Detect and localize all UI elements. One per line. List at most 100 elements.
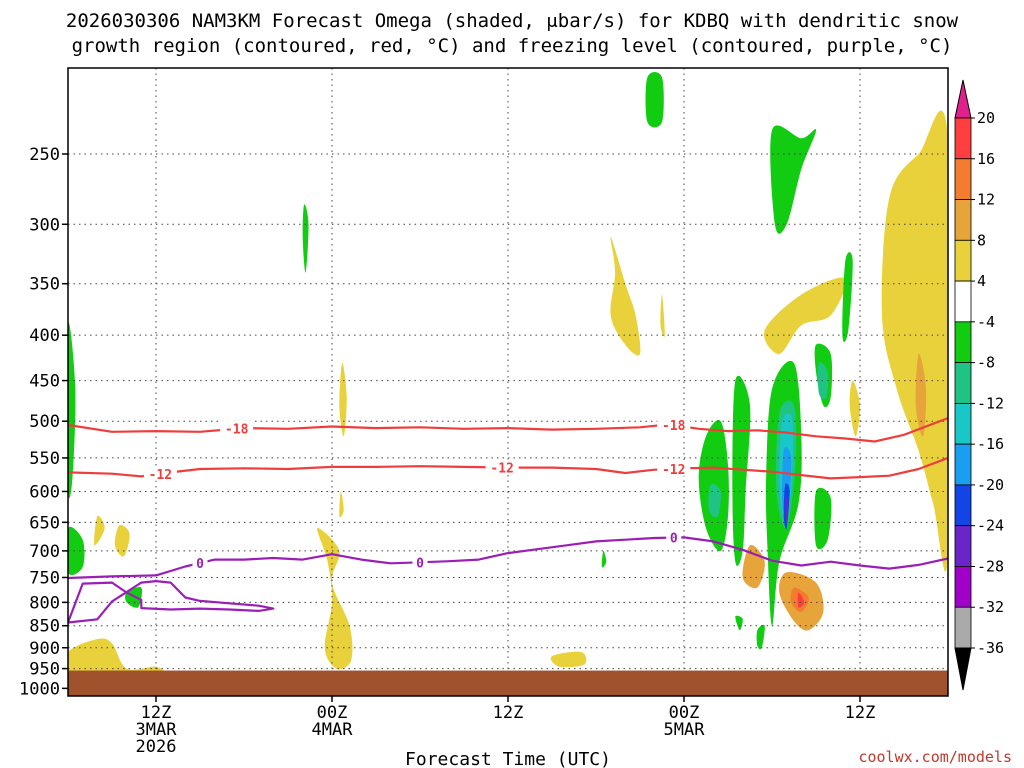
omega-region-7 <box>550 651 587 668</box>
y-tick-label-600: 600 <box>29 482 60 502</box>
x-tick-label-30-0: 12Z <box>493 703 524 723</box>
colorbar-segment-11 <box>954 566 972 608</box>
omega-region-23 <box>645 71 664 128</box>
contour-0-loop <box>68 580 275 624</box>
omega-shading-layer <box>68 71 948 677</box>
colorbar-segment-6 <box>954 362 972 404</box>
colorbar-label--8: -8 <box>977 354 995 372</box>
omega-region-5 <box>339 363 347 437</box>
omega-region-39 <box>785 496 789 523</box>
y-axis-pressure: 2503003504004505005506006507007508008509… <box>19 145 68 699</box>
credit-text: coolwx.com/models <box>858 748 1012 766</box>
omega-region-24 <box>770 125 816 234</box>
y-tick-label-900: 900 <box>29 639 60 659</box>
contour-0 <box>68 536 948 580</box>
colorbar-label--4: -4 <box>977 313 995 331</box>
colorbar-label-12: 12 <box>977 191 995 209</box>
x-tick-label-6-0: 12Z <box>141 703 172 723</box>
omega-region-35 <box>817 362 829 400</box>
contour-label-bg-0-0 <box>192 555 208 571</box>
y-tick-label-550: 550 <box>29 449 60 469</box>
omega-region-18 <box>68 322 76 499</box>
colorbar-segment-0 <box>954 117 972 160</box>
contour-label--18-0: -18 <box>225 423 249 438</box>
omega-region-0 <box>68 638 164 677</box>
omega-region-6 <box>339 491 344 518</box>
omega-region-22 <box>601 550 607 568</box>
omega-region-33 <box>708 483 722 518</box>
contour-label-0-1: 0 <box>416 556 424 571</box>
contour-label--12-0: -12 <box>149 468 172 483</box>
colorbar-label--12: -12 <box>977 394 1004 412</box>
omega-region-11 <box>849 380 861 437</box>
y-tick-label-350: 350 <box>29 275 60 295</box>
colorbar-segment-8 <box>954 443 972 486</box>
colorbar-label--24: -24 <box>977 517 1004 535</box>
grid-layer <box>68 68 948 696</box>
omega-region-17 <box>797 592 805 608</box>
y-tick-label-650: 650 <box>29 513 60 533</box>
x-tick-label-18-1: 4MAR <box>312 720 354 740</box>
colorbar-label-8: 8 <box>977 231 986 249</box>
colorbar-segment-3 <box>954 239 972 282</box>
colorbar-label-16: 16 <box>977 150 995 168</box>
colorbar-label--16: -16 <box>977 435 1004 453</box>
contour-label-0-0: 0 <box>196 557 204 572</box>
colorbar-segment-7 <box>954 402 972 445</box>
omega-region-4 <box>317 528 353 670</box>
y-tick-label-450: 450 <box>29 372 60 392</box>
omega-region-25 <box>842 252 853 343</box>
y-tick-label-800: 800 <box>29 593 60 613</box>
contour-label-bg-0-1 <box>412 554 428 570</box>
contour-label-bg--18-1 <box>657 416 691 432</box>
colorbar-label--32: -32 <box>977 598 1004 616</box>
contour-label-bg--12-2 <box>657 460 691 476</box>
omega-region-21 <box>302 204 309 273</box>
omega-region-2 <box>114 524 130 557</box>
colorbar-segment-1 <box>954 158 972 200</box>
contour-label-bg-0-2 <box>666 529 682 545</box>
contour-label-bg--12-1 <box>485 459 519 475</box>
omega-region-31 <box>814 487 832 550</box>
contour-label-bg--12-0 <box>143 465 177 481</box>
colorbar-legend: 20 16 12 8 4 -4 -8 -12 -16 -20 -24 -28 -32 -36 <box>954 79 1004 691</box>
omega-region-12 <box>881 110 948 572</box>
y-tick-label-750: 750 <box>29 568 60 588</box>
colorbar-segment-12 <box>954 606 972 649</box>
colorbar-label--28: -28 <box>977 557 1004 575</box>
omega-region-10 <box>764 277 847 355</box>
x-tick-label-6-1: 3MAR <box>136 720 178 740</box>
colorbar-bottom-arrow <box>954 647 972 691</box>
colorbar-segment-10 <box>954 525 972 567</box>
chart-title-line-2: growth region (contoured, red, °C) and f… <box>72 35 953 57</box>
contour-label-0-2: 0 <box>670 532 678 547</box>
x-tick-label-6-2: 2026 <box>136 737 177 757</box>
y-tick-label-300: 300 <box>29 215 60 235</box>
x-tick-label-54-0: 12Z <box>845 703 876 723</box>
colorbar-segment-4 <box>954 280 972 323</box>
omega-region-32 <box>735 615 743 631</box>
y-tick-label-850: 850 <box>29 617 60 637</box>
y-tick-label-950: 950 <box>29 660 60 680</box>
contour-label--18-1: -18 <box>662 419 686 434</box>
omega-region-28 <box>732 375 751 566</box>
omega-region-30 <box>756 624 765 650</box>
omega-region-13 <box>915 353 927 437</box>
contour--12 <box>68 456 948 480</box>
y-tick-label-700: 700 <box>29 542 60 562</box>
contour-label--12-1: -12 <box>490 462 513 477</box>
contour-label-bg--18-0 <box>220 420 254 436</box>
contour-label--12-2: -12 <box>662 463 685 478</box>
colorbar-segment-2 <box>954 199 972 241</box>
y-tick-label-500: 500 <box>29 412 60 432</box>
colorbar-label-4: 4 <box>977 272 986 290</box>
x-axis-title: Forecast Time (UTC) <box>405 749 611 768</box>
colorbar-label--20: -20 <box>977 476 1004 494</box>
colorbar-label-20: 20 <box>977 109 995 127</box>
y-tick-label-400: 400 <box>29 326 60 346</box>
omega-region-19 <box>68 526 85 575</box>
colorbar-segment-9 <box>954 484 972 527</box>
y-tick-label-250: 250 <box>29 145 60 165</box>
